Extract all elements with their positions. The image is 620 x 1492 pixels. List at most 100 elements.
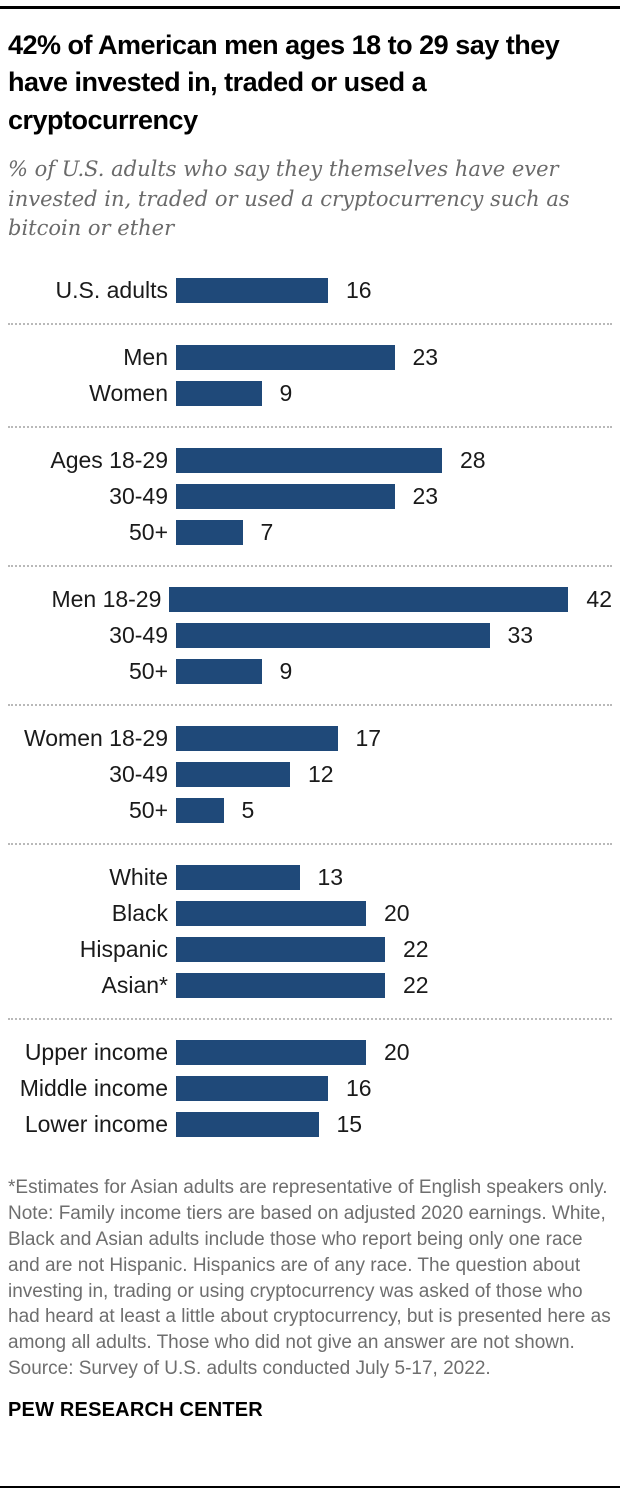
bar-row: Ages 18-29 28 [8, 447, 612, 474]
bar-group-women-by-age: Women 18-29 17 30-49 12 50+ 5 [8, 706, 612, 846]
bar [176, 865, 300, 891]
bar [176, 762, 290, 788]
bar-row: Women 9 [8, 380, 612, 407]
value-label: 20 [384, 1039, 410, 1066]
source-note: Source: Survey of U.S. adults conducted … [8, 1357, 491, 1379]
bar [176, 278, 328, 304]
value-label: 13 [317, 864, 344, 891]
bar-track: 16 [176, 277, 612, 304]
bar [176, 1076, 328, 1102]
value-label: 28 [460, 447, 486, 474]
category-label: Men [123, 344, 168, 371]
category-label: Black [111, 900, 168, 927]
bar [176, 1112, 319, 1138]
value-label: 16 [346, 277, 372, 304]
bar-track: 23 [176, 344, 612, 371]
bar-track: 28 [176, 447, 612, 474]
bar-track: 33 [176, 622, 612, 649]
bar [176, 623, 490, 649]
category-label: U.S. adults [55, 277, 169, 304]
bar [176, 901, 366, 927]
bar [176, 1040, 366, 1066]
value-label: 7 [260, 519, 274, 546]
bar [176, 973, 385, 999]
bar [176, 484, 395, 510]
category-label: White [109, 864, 168, 891]
footer-notes: *Estimates for Asian adults are represen… [8, 1175, 612, 1382]
category-label: Upper income [24, 1039, 168, 1066]
value-label: 17 [355, 725, 382, 752]
value-label: 23 [412, 483, 439, 510]
bar-row: 30-49 12 [8, 761, 612, 788]
bar-track: 22 [176, 972, 612, 999]
category-label: Men 18-29 [51, 586, 162, 613]
category-label: Ages 18-29 [50, 447, 168, 474]
bar-row: 30-49 33 [8, 622, 612, 649]
bar-group-age: Ages 18-29 28 30-49 23 50+ 7 [8, 428, 612, 568]
category-label: 30-49 [109, 483, 168, 510]
bar-group-men-by-age: Men 18-29 42 30-49 33 50+ 9 [8, 567, 612, 707]
bar-track: 9 [176, 380, 612, 407]
value-label: 9 [279, 380, 293, 407]
category-label: Women [89, 380, 168, 407]
bar [176, 798, 224, 824]
bar-row: 50+ 5 [8, 797, 612, 824]
bar-row: 50+ 9 [8, 658, 612, 685]
bar-row: 50+ 7 [8, 519, 612, 546]
bar-group-income: Upper income 20 Middle income 16 Lower incom… [8, 1020, 612, 1157]
category-label: 50+ [128, 797, 168, 824]
category-label: Women 18-29 [23, 725, 168, 752]
top-divider [0, 6, 620, 9]
category-label: Lower income [24, 1111, 168, 1138]
value-label: 22 [403, 972, 429, 999]
bar-row: Lower income 15 [8, 1111, 612, 1138]
category-label: Hispanic [79, 936, 168, 963]
bar-track: 17 [176, 725, 612, 752]
bar [176, 726, 338, 752]
bar-row: U.S. adults 16 [8, 277, 612, 304]
bar-row: Women 18-29 17 [8, 725, 612, 752]
bar-row: Black 20 [8, 900, 612, 927]
category-label: Asian* [101, 972, 168, 999]
bar-group-gender: Men 23 Women 9 [8, 325, 612, 429]
bar-track: 42 [169, 586, 612, 613]
chart-subtitle: % of U.S. adults who say they themselves… [8, 156, 570, 241]
bar [176, 659, 262, 685]
bar-track: 7 [176, 519, 612, 546]
bar-row: Hispanic 22 [8, 936, 612, 963]
value-label: 20 [384, 900, 410, 927]
bar-group-race-ethnicity: White 13 Black 20 Hispanic 22 Asian* 22 [8, 845, 612, 1021]
category-label: 30-49 [109, 761, 168, 788]
bar-track: 12 [176, 761, 612, 788]
value-label: 22 [403, 936, 429, 963]
bar-track: 22 [176, 936, 612, 963]
category-label: 50+ [128, 519, 168, 546]
bar [176, 937, 385, 963]
asterisk-note: *Estimates for Asian adults are represen… [8, 1177, 608, 1199]
value-label: 23 [412, 344, 439, 371]
bar-track: 5 [176, 797, 612, 824]
bar-row: Men 18-29 42 [8, 586, 612, 613]
value-label: 15 [336, 1111, 363, 1138]
bar-row: Asian* 22 [8, 972, 612, 999]
bar-row: 30-49 23 [8, 483, 612, 510]
bar [176, 448, 442, 474]
value-label: 16 [346, 1075, 372, 1102]
bar-track: 20 [176, 1039, 612, 1066]
bar-row: Middle income 16 [8, 1075, 612, 1102]
bar-track: 16 [176, 1075, 612, 1102]
bar-track: 23 [176, 483, 612, 510]
category-label: 50+ [128, 658, 168, 685]
category-label: Middle income [19, 1075, 168, 1102]
value-label: 42 [586, 586, 612, 613]
value-label: 33 [507, 622, 534, 649]
bar-track: 13 [176, 864, 612, 891]
value-label: 12 [308, 761, 334, 788]
bar [176, 381, 262, 407]
value-label: 5 [241, 797, 255, 824]
value-label: 9 [279, 658, 293, 685]
bar-track: 9 [176, 658, 612, 685]
page-title: 42% of American men ages 18 to 29 say th… [8, 30, 560, 135]
bar-track: 15 [176, 1111, 612, 1138]
